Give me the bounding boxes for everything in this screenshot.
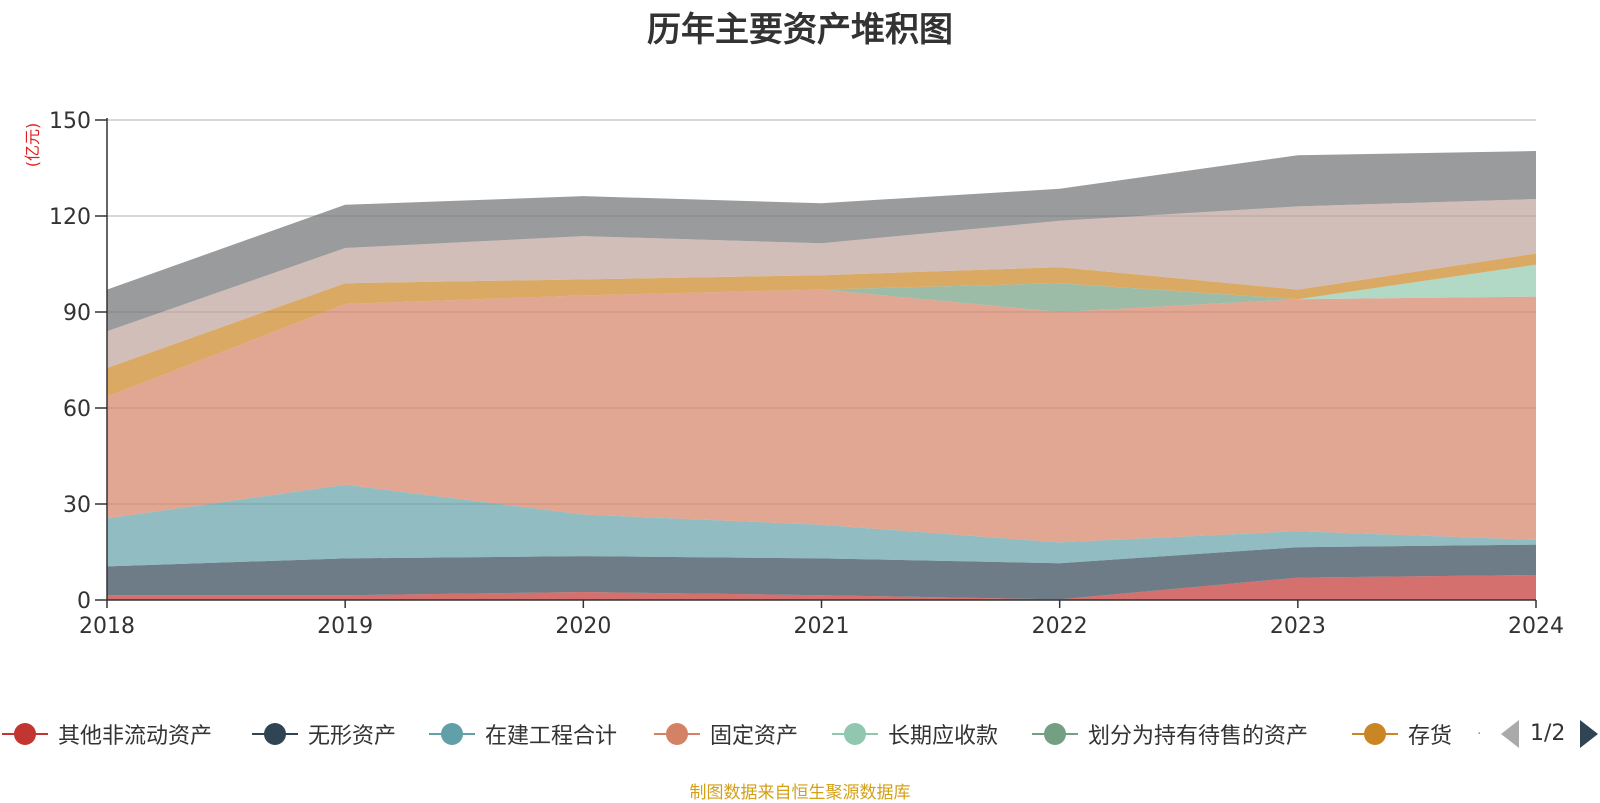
y-tick-label: 0: [77, 589, 91, 614]
area-series: [107, 151, 1536, 600]
y-tick-label: 150: [49, 109, 91, 134]
legend-item[interactable]: 无形资产: [250, 716, 396, 752]
legend-swatch-icon: [427, 716, 477, 752]
legend-label: 其他非流动资产: [58, 724, 213, 749]
legend-item[interactable]: 在建工程合计: [427, 716, 617, 752]
x-tick-label: 2019: [317, 614, 373, 639]
area-series-0[interactable]: [107, 575, 1536, 600]
area-series-3[interactable]: [107, 289, 1536, 543]
axes: 0 30 60 90 120 150 2018 2019 2020 2021 2022 2023 202…: [49, 109, 1564, 639]
x-tick-label: 2020: [555, 614, 611, 639]
legend-swatch-icon: [0, 716, 50, 752]
area-series-6[interactable]: [107, 253, 1536, 397]
legend-swatch-icon: [652, 716, 702, 752]
legend-label: 存货: [1408, 724, 1453, 749]
legend-item[interactable]: 长期应收款: [830, 716, 998, 752]
x-tick-label: 2021: [794, 614, 850, 639]
chart-title: 历年主要资产堆积图: [647, 10, 953, 50]
area-series-2[interactable]: [107, 484, 1536, 567]
legend-label: 无形资产: [308, 724, 397, 749]
y-tick-label: 90: [63, 301, 91, 326]
y-tick-label: 30: [63, 493, 91, 518]
legend-item[interactable]: 固定资产: [652, 716, 798, 752]
x-tick-label: 2023: [1270, 614, 1326, 639]
y-tick-label: 120: [49, 205, 91, 230]
y-axis-unit-label: (亿元): [23, 123, 42, 168]
legend-prev-page-icon[interactable]: [1501, 720, 1519, 748]
legend-page-indicator: 1/2: [1530, 721, 1566, 746]
y-tick-label: 60: [63, 397, 91, 422]
source-note: 制图数据来自恒生聚源数据库: [689, 783, 911, 803]
legend-next-page-icon[interactable]: [1580, 720, 1598, 748]
legend-swatch-icon: [830, 716, 880, 752]
x-tick-label: 2022: [1032, 614, 1088, 639]
area-series-7[interactable]: [107, 199, 1536, 368]
chart-plot: 0 30 60 90 120 150 2018 2019 2020 2021 2022 2023 202…: [23, 109, 1564, 639]
legend-item[interactable]: 划分为持有待售的资产: [1030, 716, 1308, 752]
legend-item[interactable]: 存货: [1350, 716, 1452, 752]
legend-swatch-icon: [250, 716, 300, 752]
legend-label: 划分为持有待售的资产: [1088, 724, 1309, 749]
legend-item[interactable]: 其他非流动资产: [0, 716, 212, 752]
area-series-1[interactable]: [107, 544, 1536, 600]
legend-swatch-icon: [1350, 716, 1400, 752]
area-series-5[interactable]: [107, 264, 1536, 397]
x-tick-label: 2018: [79, 614, 135, 639]
area-series-8[interactable]: [107, 151, 1536, 332]
legend: 其他非流动资产 无形资产 在建工程合计 固定资产 长期应收款 划分为持有待售的资产 存货 · 1…: [0, 716, 1600, 752]
legend-overflow-dot: ·: [1477, 726, 1482, 742]
legend-label: 在建工程合计: [485, 724, 618, 749]
legend-label: 长期应收款: [888, 724, 999, 749]
legend-swatch-icon: [1030, 716, 1080, 752]
x-tick-label: 2024: [1508, 614, 1564, 639]
legend-label: 固定资产: [710, 724, 799, 749]
